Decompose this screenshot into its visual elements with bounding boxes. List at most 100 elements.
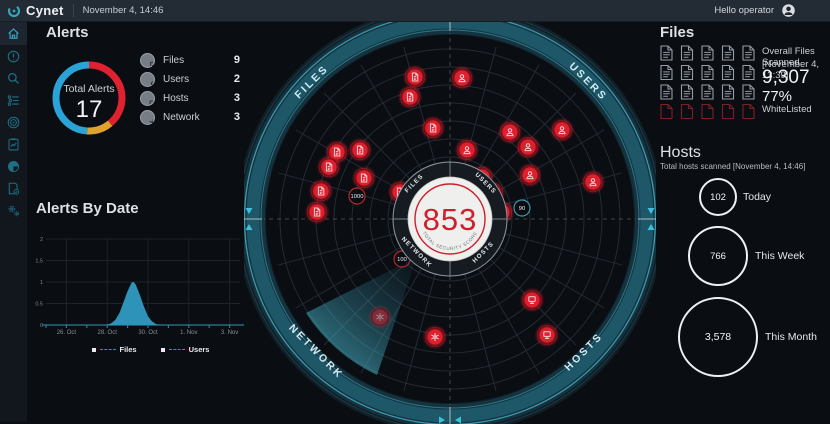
alerts-panel-title: Alerts [46,24,89,41]
alerts-legend-row-hosts[interactable]: Hosts 3 [140,90,240,106]
radar-alert-dot-file[interactable] [398,85,422,109]
legend-marker [91,347,96,352]
sidebar-item-scan[interactable] [0,111,27,133]
radar-alert-dot-user[interactable] [455,138,479,162]
legend-item-files[interactable]: Files [91,345,137,354]
sidebar-item-alerts[interactable] [0,45,27,67]
file-icon [701,84,714,100]
svg-text:0.5: 0.5 [35,302,43,308]
svg-text:1.5: 1.5 [35,259,43,265]
user-avatar-icon[interactable] [781,3,796,18]
radar-alert-dot-user[interactable] [550,118,574,142]
sidebar-item-tasks[interactable] [0,89,27,111]
radar-alert-dot-file[interactable] [348,138,372,162]
radar-alert-dot-user[interactable] [516,135,540,159]
file-icon [701,45,714,61]
alerts-by-date-legend: Files Users [58,345,243,354]
left-sidebar [0,21,27,422]
radar-badges: 1000 90 100 [348,187,531,268]
file-icon [680,45,694,61]
svg-text:90: 90 [519,206,525,212]
radar-count-badge[interactable]: 1000 [348,187,366,205]
svg-text:26. Oct: 26. Oct [57,330,77,336]
sidebar-item-home[interactable] [0,21,27,45]
radar-alert-dot-host[interactable] [520,288,544,312]
file-icon-red [660,103,673,120]
radar-alert-dot-file[interactable] [309,179,333,203]
radar-alert-dot-net[interactable] [368,305,392,329]
document-check-icon [8,182,20,195]
target-icon [7,116,20,128]
radar-alert-dot-user[interactable] [498,120,522,144]
files-scanned-label: Overall Files Scanned [762,46,815,68]
files-scanned-count: 9,307 [762,67,810,88]
topbar-divider [72,4,74,17]
globe-pie-icon [7,160,20,172]
radar-alert-dot-user[interactable] [518,163,542,187]
radar-alert-dot-file[interactable] [305,200,329,224]
alerts-legend-row-files[interactable]: Files 9 [140,52,240,68]
alerts-legend-label: Files [163,54,185,66]
svg-text:0: 0 [40,323,43,329]
file-icon [742,45,755,61]
files-scanned-date: [November 4, 13:39] [762,59,820,81]
radar-alert-dot-user[interactable] [450,66,474,90]
svg-text:1000: 1000 [351,194,364,200]
file-icon [660,84,673,100]
sidebar-item-audit[interactable] [0,177,27,199]
radar-alert-dot-file[interactable] [317,155,341,179]
file-icon [721,64,735,81]
file-icon [742,64,755,81]
svg-text:2: 2 [40,237,43,243]
svg-text:1. Nov: 1. Nov [180,330,197,336]
svg-text:30. Oct: 30. Oct [138,330,158,336]
radar-sweep-beam [306,257,417,375]
radar-arrow-icon [245,224,253,230]
file-icon [742,84,755,100]
gears-icon [8,205,20,216]
svg-text:100: 100 [397,257,407,263]
net-icon [140,109,155,125]
radar-alert-dot-host[interactable] [535,323,559,347]
file-icon [701,64,714,81]
report-icon [8,137,19,150]
alerts-legend-row-network[interactable]: Network 3 [140,109,240,125]
file-icon [680,84,694,100]
security-score: 853 [423,202,478,237]
radar-alert-dot-net[interactable] [423,325,447,349]
alerts-legend-label: Hosts [163,92,189,104]
radar-alert-dot-file[interactable] [403,65,427,89]
file-icon [680,64,694,81]
file-icon [660,64,673,81]
sidebar-item-search[interactable] [0,67,27,89]
sidebar-item-report[interactable] [0,133,27,155]
hosts-week-value: 766 [710,250,726,262]
cynet-logo-icon [7,4,21,17]
hosts-today-circle: 102 [699,178,737,216]
radar-alert-dot-file[interactable] [421,116,445,140]
file-icon-red [701,103,714,120]
hosts-today-value: 102 [710,191,726,203]
alerts-legend-row-users[interactable]: Users 2 [140,71,240,87]
search-icon [8,72,20,84]
hosts-today-label: Today [743,191,772,203]
radar-count-badge[interactable]: 90 [513,199,531,217]
sidebar-item-settings[interactable] [0,199,27,221]
hosts-month-circle: 3,578 [678,297,758,377]
file-icon [660,45,673,61]
alerts-legend-label: Network [163,111,200,123]
radar-alert-dot-file[interactable] [325,140,349,164]
svg-text:3. Nov: 3. Nov [221,330,238,336]
legend-item-users[interactable]: Users [160,345,209,354]
radar-alert-dot-user[interactable] [581,170,605,194]
files-whitelisted-caption: WhiteListed [762,104,812,115]
sidebar-item-globe[interactable] [0,155,27,177]
alert-circle-icon [7,50,20,62]
radar-alert-dot-file[interactable] [352,166,376,190]
home-icon [8,27,19,39]
alerts-legend-count: 2 [233,73,240,85]
files-whitelisted-percent: 77% [762,88,793,105]
legend-dash [168,349,185,350]
brand-name: Cynet [26,3,64,18]
